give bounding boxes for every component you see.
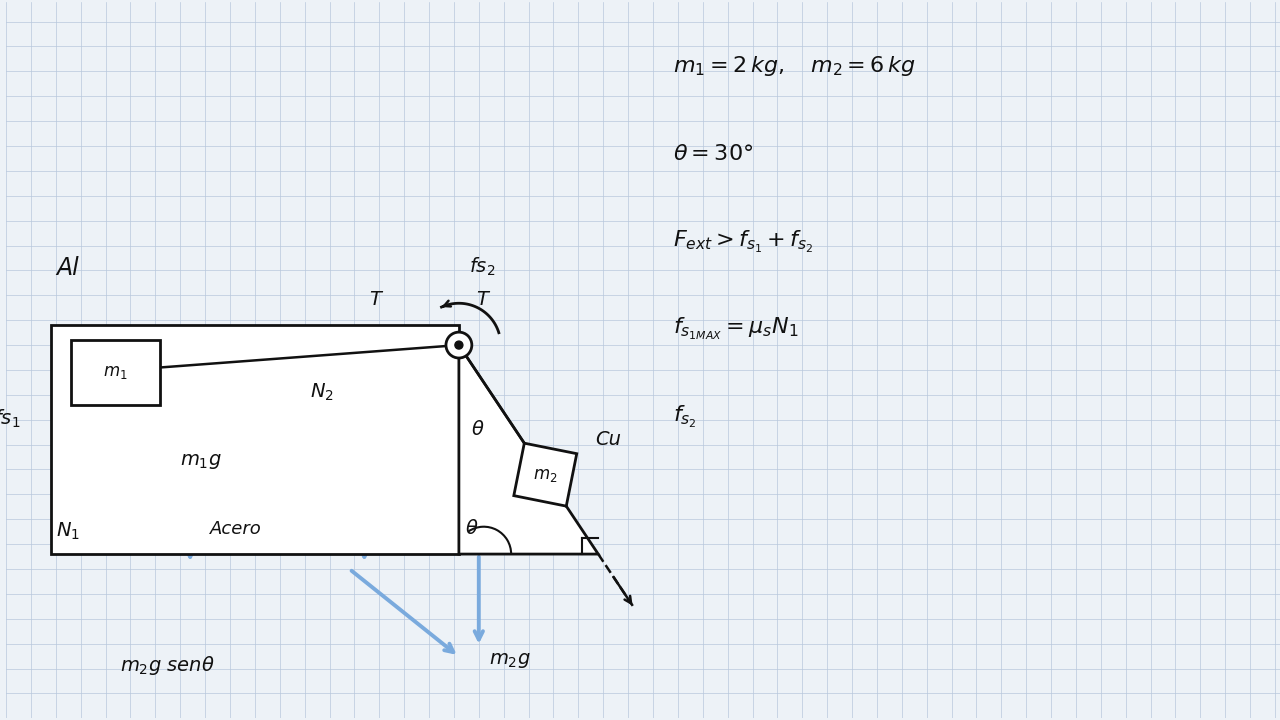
- Bar: [70, 340, 160, 405]
- Polygon shape: [460, 345, 598, 554]
- Text: $f_{s_{1MAX}} = \mu_s N_1$: $f_{s_{1MAX}} = \mu_s N_1$: [673, 316, 799, 342]
- Text: $m_1g$: $m_1g$: [180, 451, 221, 470]
- Text: T: T: [476, 290, 488, 310]
- Text: $fs_2$: $fs_2$: [468, 256, 495, 278]
- Text: $N_2$: $N_2$: [310, 382, 333, 403]
- Polygon shape: [513, 444, 577, 506]
- Circle shape: [445, 332, 472, 358]
- Text: Acero: Acero: [210, 520, 262, 538]
- Text: Al: Al: [56, 256, 78, 280]
- Text: $fs_1$: $fs_1$: [0, 408, 20, 430]
- Text: T: T: [370, 290, 381, 310]
- Text: $f_{s_2}$: $f_{s_2}$: [673, 404, 696, 430]
- Text: $m_2$: $m_2$: [532, 466, 558, 484]
- Circle shape: [454, 341, 463, 349]
- Text: $N_1$: $N_1$: [56, 521, 79, 542]
- Text: θ: θ: [472, 420, 484, 438]
- Text: $F_{ext} > f_{s_1} + f_{s_2}$: $F_{ext} > f_{s_1} + f_{s_2}$: [673, 228, 814, 255]
- Text: $m_1$: $m_1$: [104, 364, 128, 382]
- Text: θ: θ: [466, 519, 477, 538]
- Text: Cu: Cu: [595, 430, 621, 449]
- Text: $m_2g$: $m_2g$: [489, 651, 531, 670]
- Bar: [51, 325, 460, 554]
- Text: $m_2g$ senθ: $m_2g$ senθ: [120, 654, 215, 677]
- Text: $\theta = 30°$: $\theta = 30°$: [673, 144, 753, 164]
- Text: $m_1 = 2\,kg,\quad m_2 = 6\,kg$: $m_1 = 2\,kg,\quad m_2 = 6\,kg$: [673, 55, 915, 78]
